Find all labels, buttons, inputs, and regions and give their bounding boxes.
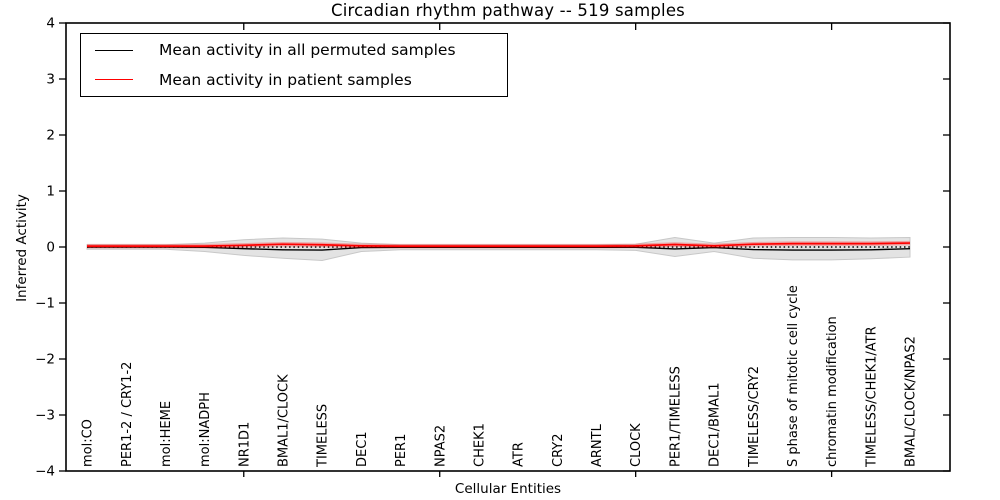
x-category-label: chromatin modification xyxy=(825,316,840,467)
legend-entry-permuted: Mean activity in all permuted samples xyxy=(81,37,507,63)
legend-label-permuted: Mean activity in all permuted samples xyxy=(159,41,456,60)
y-tick-label: 2 xyxy=(46,128,55,144)
x-category-label: PER1 xyxy=(394,434,409,467)
x-category-label: CRY2 xyxy=(551,434,566,468)
legend-label-patient: Mean activity in patient samples xyxy=(159,70,412,89)
y-tick-label: 3 xyxy=(46,72,55,88)
y-tick-label: −4 xyxy=(35,464,55,480)
x-axis-label: Cellular Entities xyxy=(454,481,562,497)
x-category-label: mol:CO xyxy=(81,419,96,467)
x-category-label: ARNTL xyxy=(590,423,605,467)
x-category-label: ATR xyxy=(512,442,527,467)
patient-mean-line xyxy=(87,242,911,248)
y-tick-label: −3 xyxy=(35,408,55,424)
y-tick-label: −1 xyxy=(35,296,55,312)
x-category-label: NPAS2 xyxy=(433,425,448,467)
x-category-label: PER1/TIMELESS xyxy=(668,366,683,467)
x-category-label: mol:NADPH xyxy=(198,392,213,467)
patient-line-swatch xyxy=(95,79,133,81)
y-tick-label: 4 xyxy=(46,16,55,32)
x-category-label: BMAL1/CLOCK xyxy=(277,374,292,467)
x-category-label: TIMELESS/CRY2 xyxy=(747,366,762,468)
x-category-label: DEC1/BMAL1 xyxy=(708,383,723,468)
x-category-label: BMAL/CLOCK/NPAS2 xyxy=(904,336,919,467)
permuted-line-swatch xyxy=(95,49,133,51)
permutation-band xyxy=(86,236,911,261)
x-category-label: mol:HEME xyxy=(159,401,174,467)
x-category-label: TIMELESS/CHEK1/ATR xyxy=(864,326,879,468)
chart-title: Circadian rhythm pathway -- 519 samples xyxy=(331,1,685,20)
x-category-label: TIMELESS xyxy=(316,404,331,468)
y-tick-label: 1 xyxy=(46,184,55,200)
permuted-mean-line xyxy=(87,246,911,251)
legend-entry-patient: Mean activity in patient samples xyxy=(81,67,507,93)
y-tick-label: 0 xyxy=(46,240,55,256)
legend: Mean activity in all permuted samples Me… xyxy=(80,33,508,97)
x-category-label: PER1-2 / CRY1-2 xyxy=(120,362,135,467)
x-category-label: DEC1 xyxy=(355,431,370,467)
x-category-label: NR1D1 xyxy=(237,422,252,467)
y-tick-label: −2 xyxy=(35,352,55,368)
x-category-label: CLOCK xyxy=(629,423,644,467)
x-category-label: CHEK1 xyxy=(472,423,487,467)
x-category-label: S phase of mitotic cell cycle xyxy=(786,285,801,467)
